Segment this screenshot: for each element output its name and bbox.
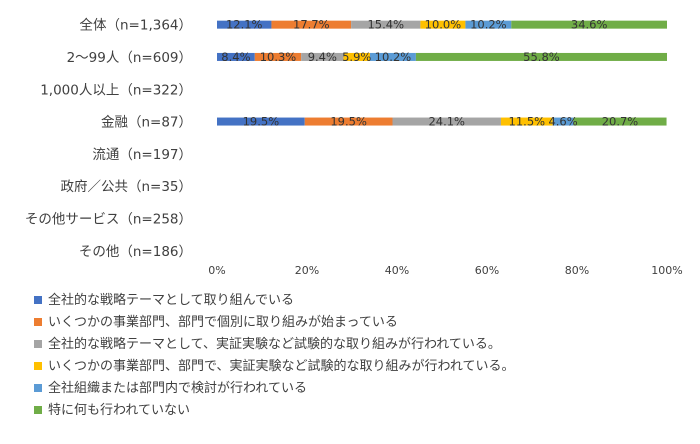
- stacked-bar-chart: 全体（n=1,364） 2〜99人（n=609） 1,000人以上（n=322） 金融…: [25, 17, 683, 277]
- x-tick-label: 20%: [295, 264, 319, 277]
- data-labels: 12.1% 17.7% 15.4% 10.0% 10.2% 34.6% 8.4% 10.3% 9…: [221, 18, 638, 129]
- legend-entry: 全社組織または部門内で検討が行われている: [34, 378, 694, 400]
- bar-segment: [415, 52, 667, 61]
- bar-segment: [217, 52, 255, 61]
- data-label: 19.5%: [243, 115, 280, 129]
- bar-segment: [420, 20, 466, 29]
- x-tick-label: 0%: [208, 264, 225, 277]
- legend-swatch: [34, 405, 42, 414]
- legend-swatch: [34, 339, 42, 348]
- legend-label: 全社的な戦略テーマとして取り組んでいる: [48, 293, 294, 308]
- category-label: 1,000人以上（n=322）: [40, 82, 192, 98]
- legend-label: 全社的な戦略テーマとして、実証実験など試験的な取り組みが行われている。: [48, 337, 501, 352]
- category-label: 2〜99人（n=609）: [67, 50, 192, 66]
- legend-label: いくつかの事業部門、部門で、実証実験など試験的な取り組みが行われている。: [48, 359, 515, 374]
- bar-segment: [254, 52, 302, 61]
- data-label: 11.5%: [509, 115, 546, 129]
- legend-swatch: [34, 317, 42, 326]
- legend-entry: 全社的な戦略テーマとして、実証実験など試験的な取り組みが行われている。: [34, 334, 694, 356]
- x-tick-label: 80%: [565, 264, 589, 277]
- legend-label: いくつかの事業部門、部門で個別に取り組みが始まっている: [48, 315, 398, 330]
- category-label: 流通（n=197）: [92, 147, 192, 163]
- data-label: 9.4%: [308, 50, 337, 64]
- legend: 全社的な戦略テーマとして取り組んでいるいくつかの事業部門、部門で個別に取り組みが…: [34, 290, 694, 422]
- legend-label: 全社組織または部門内で検討が行われている: [48, 381, 307, 396]
- category-label: 全体（n=1,364）: [79, 17, 192, 34]
- data-label: 17.7%: [293, 18, 330, 32]
- x-tick-label: 60%: [475, 264, 499, 277]
- bar-segment: [217, 117, 305, 126]
- data-label: 55.8%: [523, 50, 560, 64]
- bar-segment: [370, 52, 416, 61]
- bar-segment: [573, 117, 667, 126]
- data-label: 34.6%: [571, 18, 608, 32]
- legend-label: 特に何も行われていない: [48, 403, 190, 418]
- category-label: 金融（n=87）: [101, 115, 192, 131]
- bar-segment: [217, 20, 272, 29]
- bar-segment: [552, 117, 574, 126]
- legend-entry: いくつかの事業部門、部門で個別に取り組みが始まっている: [34, 312, 694, 334]
- data-label: 10.2%: [375, 50, 412, 64]
- legend-swatch: [34, 383, 42, 392]
- legend-swatch: [34, 295, 42, 304]
- data-label: 24.1%: [428, 115, 465, 129]
- bar-segment: [271, 20, 352, 29]
- legend-entry: 特に何も行われていない: [34, 400, 694, 422]
- legend-swatch: [34, 361, 42, 370]
- bars: [217, 20, 667, 126]
- category-label: その他（n=186）: [79, 244, 192, 260]
- data-label: 5.9%: [342, 50, 371, 64]
- legend-entry: 全社的な戦略テーマとして取り組んでいる: [34, 290, 694, 312]
- category-labels: 全体（n=1,364） 2〜99人（n=609） 1,000人以上（n=322） 金融…: [25, 17, 192, 260]
- data-label: 10.0%: [425, 18, 462, 32]
- x-tick-label: 100%: [651, 264, 682, 277]
- data-label: 12.1%: [226, 18, 263, 32]
- data-label: 20.7%: [602, 115, 639, 129]
- legend-entry: いくつかの事業部門、部門で、実証実験など試験的な取り組みが行われている。: [34, 356, 694, 378]
- bar-segment: [351, 20, 421, 29]
- data-label: 15.4%: [367, 18, 404, 32]
- category-label: その他サービス（n=258）: [25, 211, 192, 227]
- data-label: 10.2%: [470, 18, 507, 32]
- bar-segment: [511, 20, 667, 29]
- data-label: 8.4%: [221, 50, 250, 64]
- bar-segment: [343, 52, 370, 61]
- data-label: 10.3%: [260, 50, 297, 64]
- x-tick-label: 40%: [385, 264, 409, 277]
- data-label: 4.6%: [548, 115, 577, 129]
- bar-segment: [392, 117, 501, 126]
- category-label: 政府／公共（n=35）: [60, 179, 192, 195]
- bar-segment: [304, 117, 393, 126]
- data-label: 19.5%: [330, 115, 367, 129]
- bar-segment: [500, 117, 553, 126]
- bar-segment: [301, 52, 344, 61]
- bar-segment: [465, 20, 512, 29]
- x-axis-ticks: 0% 20% 40% 60% 80% 100%: [208, 264, 682, 277]
